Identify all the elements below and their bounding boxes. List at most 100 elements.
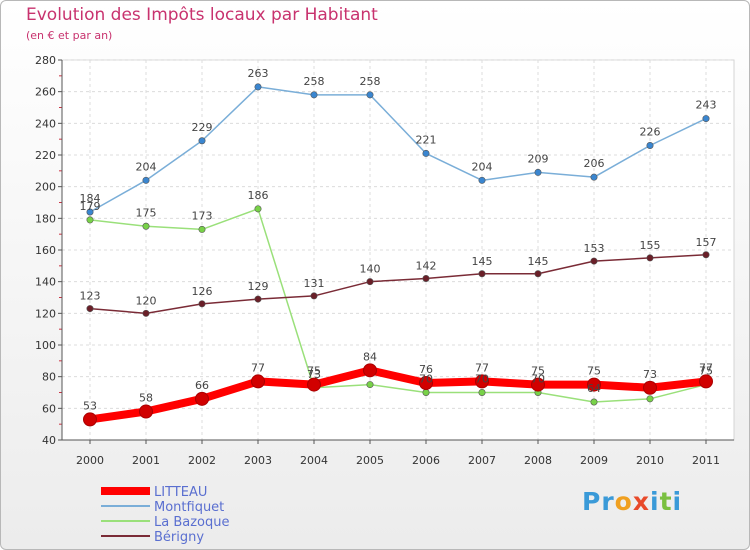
x-tick-label: 2008 [524, 454, 552, 467]
legend-label-la-bazoque: La Bazoque [154, 515, 230, 530]
data-point-b-rigny [590, 257, 598, 265]
data-point-montfiquet [478, 176, 486, 184]
x-tick-label: 2003 [244, 454, 272, 467]
data-point-litteau [419, 376, 433, 390]
data-point-montfiquet [310, 91, 318, 99]
x-tick-label: 2005 [356, 454, 384, 467]
data-label-la-bazoque: 75 [699, 365, 713, 378]
data-point-montfiquet [142, 176, 150, 184]
data-label-litteau: 77 [251, 361, 265, 374]
data-point-montfiquet [198, 137, 206, 145]
data-point-litteau [251, 374, 265, 389]
data-point-litteau [587, 377, 601, 392]
data-label-montfiquet: 221 [416, 133, 437, 146]
data-point-montfiquet [422, 149, 430, 157]
data-label-montfiquet: 258 [304, 75, 325, 88]
legend-label-litteau: LITTEAU [154, 485, 207, 500]
data-label-litteau: 75 [587, 365, 601, 378]
data-point-montfiquet [534, 168, 542, 176]
data-label-b-rigny: 153 [584, 242, 605, 255]
data-label-litteau: 76 [419, 363, 433, 376]
data-point-la-bazoque [86, 216, 94, 224]
data-point-litteau [699, 374, 713, 389]
legend-label-montfiquet: Montfiquet [154, 500, 224, 515]
data-point-b-rigny [86, 305, 94, 313]
data-label-litteau: 75 [307, 365, 321, 378]
proxiti-logo: Proxiti [582, 487, 683, 516]
data-point-litteau [475, 374, 489, 389]
data-label-montfiquet: 258 [360, 75, 381, 88]
data-label-montfiquet: 243 [696, 99, 717, 112]
data-label-la-bazoque: 70 [475, 373, 489, 386]
data-label-litteau: 75 [531, 365, 545, 378]
data-point-b-rigny [646, 254, 654, 262]
y-tick-label: 240 [35, 117, 56, 130]
x-tick-label: 2010 [636, 454, 664, 467]
data-label-b-rigny: 140 [360, 263, 381, 276]
y-tick-label: 80 [42, 371, 56, 384]
x-tick-label: 2004 [300, 454, 328, 467]
data-point-b-rigny [422, 274, 430, 282]
data-label-la-bazoque: 73 [307, 368, 321, 381]
data-point-la-bazoque [590, 398, 598, 406]
data-label-b-rigny: 129 [248, 280, 269, 293]
data-label-litteau: 77 [475, 361, 489, 374]
data-point-b-rigny [534, 270, 542, 278]
x-tick-label: 2000 [76, 454, 104, 467]
data-point-la-bazoque [422, 388, 430, 396]
data-point-la-bazoque [142, 222, 150, 230]
series-line-litteau [86, 366, 710, 424]
data-label-b-rigny: 131 [304, 277, 325, 290]
y-tick-label: 60 [42, 402, 56, 415]
data-label-b-rigny: 123 [80, 290, 101, 303]
chart-title: Evolution des Impôts locaux par Habitant [26, 5, 378, 25]
data-label-b-rigny: 126 [192, 285, 213, 298]
data-label-la-bazoque: 70 [531, 373, 545, 386]
data-point-montfiquet [366, 91, 374, 99]
data-label-la-bazoque: 70 [419, 373, 433, 386]
y-tick-label: 200 [35, 181, 56, 194]
y-tick-label: 140 [35, 276, 56, 289]
y-tick-label: 120 [35, 307, 56, 320]
data-point-litteau [643, 380, 657, 395]
data-point-b-rigny [142, 309, 150, 317]
data-label-montfiquet: 226 [640, 126, 661, 139]
legend-label-b-rigny: Bérigny [154, 530, 204, 545]
data-label-la-bazoque: 173 [192, 209, 213, 222]
data-point-la-bazoque [198, 225, 206, 233]
data-label-litteau: 53 [83, 399, 97, 412]
data-point-b-rigny [366, 278, 374, 286]
data-label-litteau: 66 [195, 379, 209, 392]
data-point-la-bazoque [646, 395, 654, 403]
y-tick-label: 220 [35, 149, 56, 162]
data-point-litteau [83, 412, 97, 427]
data-label-b-rigny: 145 [472, 255, 493, 268]
data-point-litteau [195, 391, 209, 406]
x-tick-label: 2007 [468, 454, 496, 467]
data-point-b-rigny [702, 251, 710, 259]
data-point-montfiquet [86, 208, 94, 216]
data-label-b-rigny: 120 [136, 294, 157, 307]
y-tick-label: 160 [35, 244, 56, 257]
data-label-montfiquet: 204 [472, 160, 493, 173]
data-point-b-rigny [310, 292, 318, 300]
data-point-montfiquet [254, 83, 262, 91]
data-label-litteau: 77 [699, 361, 713, 374]
data-point-la-bazoque [254, 205, 262, 213]
data-label-montfiquet: 229 [192, 121, 213, 134]
x-tick-label: 2006 [412, 454, 440, 467]
data-point-litteau [307, 377, 321, 392]
data-label-litteau: 73 [643, 368, 657, 381]
data-point-litteau [139, 404, 153, 419]
y-tick-label: 100 [35, 339, 56, 352]
data-label-b-rigny: 145 [528, 255, 549, 268]
data-point-b-rigny [478, 270, 486, 278]
data-point-b-rigny [198, 300, 206, 308]
series-line-la-bazoque [89, 208, 707, 403]
data-point-la-bazoque [478, 388, 486, 396]
data-label-montfiquet: 209 [528, 152, 549, 165]
x-tick-label: 2002 [188, 454, 216, 467]
x-tick-label: 2011 [692, 454, 720, 467]
data-point-litteau [363, 363, 377, 378]
